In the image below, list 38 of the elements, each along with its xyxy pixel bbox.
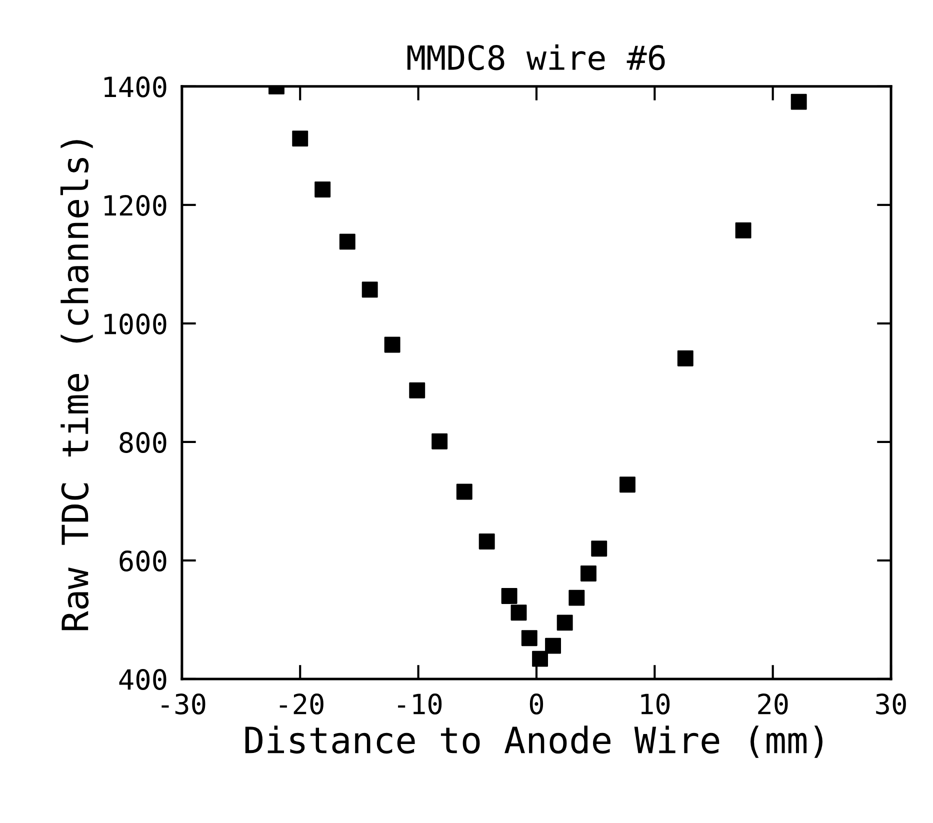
point [521,630,538,646]
point [545,638,561,654]
point [292,130,308,147]
y-tick-label: 1000 [104,313,166,334]
x-axis-title: Distance to Anode Wire (mm) [245,726,822,758]
y-tick-label: 1400 [104,76,166,98]
x-tick-label: 0 [530,694,544,715]
point [619,476,636,493]
y-axis-title: Raw TDC time (channels) [60,140,93,630]
y-tick-label: 400 [119,668,166,690]
point [556,614,573,631]
point [478,534,495,550]
point [314,182,331,198]
x-tick-label: 10 [641,694,670,715]
point [735,222,752,238]
point [339,234,356,250]
point [790,94,807,110]
point [532,650,548,667]
x-tick-label: -30 [162,694,206,715]
x-tick-label: -10 [398,694,442,715]
point [568,590,585,606]
point [456,484,472,500]
point [501,588,518,604]
y-tick-label: 800 [120,432,166,453]
point [409,382,426,398]
y-tick-label: 600 [120,550,166,572]
x-tick-label: 30 [876,694,906,715]
point [510,604,527,621]
x-tick-label: -20 [280,694,324,715]
point [580,566,596,582]
point [591,540,608,557]
point [384,336,400,353]
y-tick-label: 1200 [104,194,166,216]
chart-title: MMDC8 wire #6 [407,44,665,70]
x-tick-label: 20 [758,694,788,715]
point [362,282,378,298]
point [432,433,448,450]
point [677,350,694,366]
